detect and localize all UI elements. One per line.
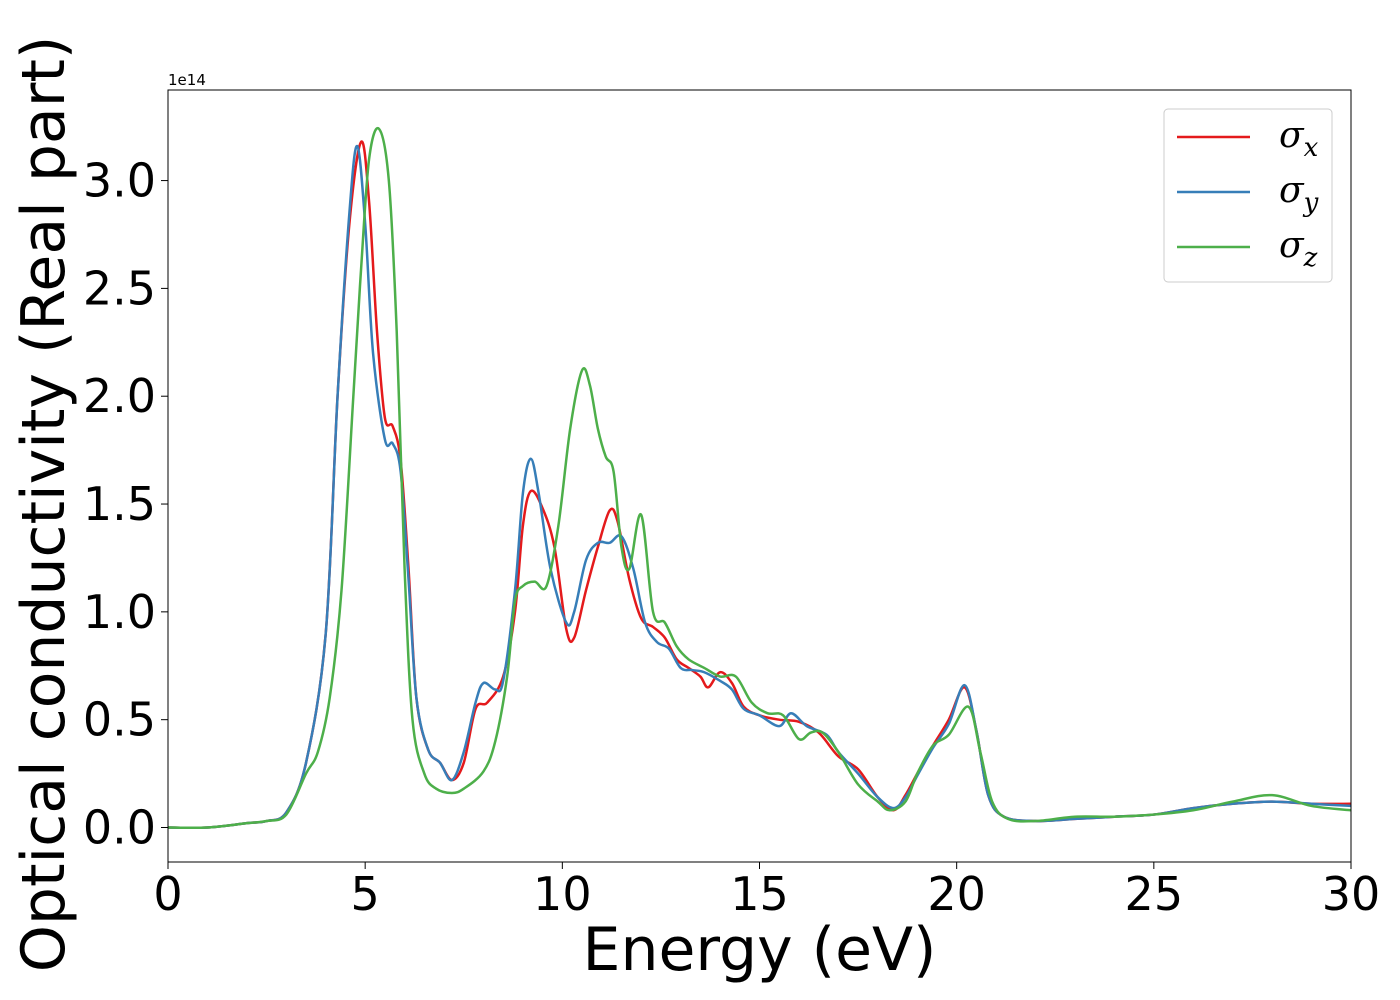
y-tick-label: 0.5 — [83, 693, 156, 747]
y-tick-label: 3.0 — [83, 154, 156, 208]
x-axis-title: Energy (eV) — [583, 915, 937, 985]
x-tick-label: 30 — [1322, 867, 1381, 921]
x-tick-label: 0 — [153, 867, 182, 921]
x-tick-label: 5 — [351, 867, 380, 921]
x-tick-label: 25 — [1125, 867, 1184, 921]
x-tick-label: 20 — [927, 867, 986, 921]
x-tick-label: 10 — [533, 867, 592, 921]
y-tick-label: 2.0 — [83, 369, 156, 423]
legend: σx σy σz — [1163, 108, 1333, 283]
ticks-layer: 0 5 10 15 20 25 30 0.0 0.5 1.0 1.5 2.0 2.5 3.0 — [83, 154, 1380, 921]
series-line-z — [167, 126, 1352, 830]
legend-label-z: σz — [1279, 225, 1318, 273]
y-offset-label: 1e14 — [168, 71, 206, 89]
y-tick-label: 0.0 — [83, 800, 156, 854]
y-tick-label: 1.5 — [83, 477, 156, 531]
series-line-y — [167, 144, 1352, 830]
y-axis-title: Optical conductivity (Real part) — [9, 36, 79, 973]
y-tick-label: 2.5 — [83, 261, 156, 315]
y-tick-label: 1.0 — [83, 585, 156, 639]
legend-label-y: σy — [1279, 170, 1319, 218]
legend-label-x: σx — [1279, 115, 1319, 163]
x-tick-label: 15 — [730, 867, 789, 921]
legend-box — [1163, 108, 1333, 283]
series-layer — [167, 126, 1352, 830]
